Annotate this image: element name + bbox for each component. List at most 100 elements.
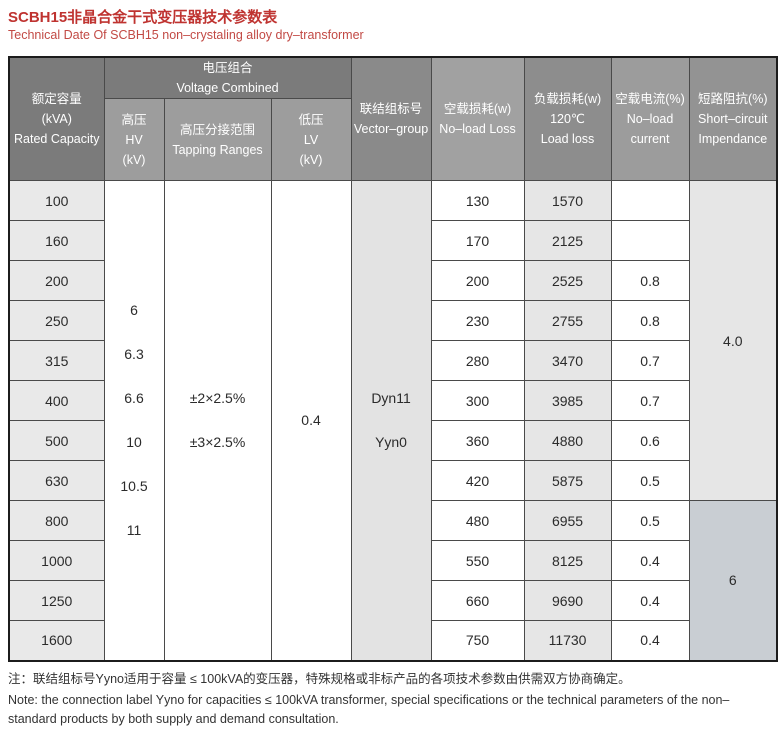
table-row: 1000 550 8125 0.4 bbox=[8, 540, 777, 581]
table-row: 1600 750 11730 0.4 bbox=[8, 620, 777, 661]
hv-value: 10 bbox=[126, 434, 142, 451]
capacity-cell: 1250 bbox=[8, 580, 105, 621]
no-load-loss-cell: 360 bbox=[430, 420, 525, 461]
no-load-loss-cell: 170 bbox=[430, 220, 525, 261]
header-line: Voltage Combined bbox=[176, 81, 279, 95]
table-row: 500 360 4880 0.6 bbox=[8, 420, 777, 461]
no-load-current-cell: 0.7 bbox=[610, 340, 690, 381]
table-row: 250 230 2755 0.8 bbox=[8, 300, 777, 341]
no-load-loss-cell: 130 bbox=[430, 180, 525, 221]
capacity-cell: 315 bbox=[8, 340, 105, 381]
table-row: 100 6 6.3 6.6 10 10.5 11 ±2×2.5% ±3×2.5%… bbox=[8, 180, 778, 661]
vector-group-cell: Dyn11 Yyn0 bbox=[350, 180, 432, 661]
header-hv: 高压 HV (kV) bbox=[103, 98, 165, 181]
header-line: current bbox=[630, 132, 670, 146]
load-loss-cell: 3985 bbox=[523, 380, 612, 421]
load-loss-cell: 2525 bbox=[523, 260, 612, 301]
no-load-current-cell bbox=[610, 180, 690, 221]
header-line: (kV) bbox=[122, 152, 146, 167]
capacity-cell: 160 bbox=[8, 220, 105, 261]
load-loss-cell: 4880 bbox=[523, 420, 612, 461]
no-load-current-cell: 0.5 bbox=[610, 500, 690, 541]
header-row-2: 高压 HV (kV) 高压分接范围 Tapping Ranges 低压 LV (… bbox=[9, 98, 777, 181]
no-load-current-cell: 0.4 bbox=[610, 580, 690, 621]
table-row: 200 200 2525 0.8 bbox=[8, 260, 777, 301]
header-rated-capacity: 额定容量 (kVA) Rated Capacity bbox=[8, 56, 105, 181]
page-title: SCBH15非晶合金干式变压器技术参数表 bbox=[8, 9, 278, 26]
header-vector-group: 联结组标号 Vector–group bbox=[350, 56, 432, 181]
table-row: 160 170 2125 bbox=[8, 220, 777, 261]
table-row: 315 280 3470 0.7 bbox=[8, 340, 777, 381]
transformer-parameters-table: 额定容量 (kVA) Rated Capacity 电压组合 Voltage C… bbox=[8, 56, 779, 662]
capacity-cell: 500 bbox=[8, 420, 105, 461]
tapping-ranges-cell: ±2×2.5% ±3×2.5% bbox=[163, 180, 272, 661]
capacity-cell: 400 bbox=[8, 380, 105, 421]
header-line: 120℃ bbox=[550, 112, 585, 126]
impedance-cell-high: 6 bbox=[688, 500, 778, 661]
header-line: Load loss bbox=[540, 132, 595, 146]
capacity-cell: 100 bbox=[8, 180, 105, 221]
capacity-cell: 800 bbox=[8, 500, 105, 541]
header-line: 额定容量 bbox=[31, 92, 82, 106]
header-line: Short–circuit bbox=[698, 112, 768, 126]
hv-value: 6.6 bbox=[124, 390, 144, 407]
load-loss-cell: 2125 bbox=[523, 220, 612, 261]
table-row: 800 480 6955 0.5 6 bbox=[8, 500, 778, 661]
capacity-cell: 630 bbox=[8, 460, 105, 501]
header-line: 短路阻抗(%) bbox=[698, 92, 768, 106]
no-load-current-cell: 0.5 bbox=[610, 460, 690, 501]
header-line: 高压分接范围 bbox=[179, 122, 255, 137]
tapping-range-value: ±3×2.5% bbox=[189, 434, 246, 451]
no-load-current-cell bbox=[610, 220, 690, 261]
header-line: No–load bbox=[626, 112, 674, 126]
no-load-loss-cell: 420 bbox=[430, 460, 525, 501]
no-load-loss-cell: 550 bbox=[430, 540, 525, 581]
header-line: Tapping Ranges bbox=[172, 142, 263, 157]
header-lv: 低压 LV (kV) bbox=[270, 98, 352, 181]
header-load-loss: 负载损耗(w) 120℃ Load loss bbox=[523, 56, 612, 181]
hv-value: 6.3 bbox=[124, 346, 144, 363]
capacity-cell: 200 bbox=[8, 260, 105, 301]
load-loss-cell: 3470 bbox=[523, 340, 612, 381]
capacity-cell: 250 bbox=[8, 300, 105, 341]
header-line: (kV) bbox=[299, 152, 323, 167]
hv-value: 6 bbox=[130, 302, 138, 319]
no-load-current-cell: 0.4 bbox=[610, 540, 690, 581]
no-load-current-cell: 0.8 bbox=[610, 300, 690, 341]
footnotes: 注：联结组标号Yyno适用于容量 ≤ 100kVA的变压器，特殊规格或非标产品的… bbox=[8, 670, 772, 730]
header-tapping-ranges: 高压分接范围 Tapping Ranges bbox=[163, 98, 272, 181]
table-row: 630 420 5875 0.5 bbox=[8, 460, 777, 501]
hv-value: 10.5 bbox=[120, 478, 148, 495]
tapping-range-value: ±2×2.5% bbox=[189, 390, 246, 407]
no-load-loss-cell: 300 bbox=[430, 380, 525, 421]
no-load-current-cell: 0.4 bbox=[610, 620, 690, 661]
header-short-circuit-impedance: 短路阻抗(%) Short–circuit Impendance bbox=[688, 56, 778, 181]
table-row: 400 300 3985 0.7 bbox=[8, 380, 777, 421]
no-load-loss-cell: 200 bbox=[430, 260, 525, 301]
header-line: LV bbox=[303, 132, 319, 147]
header-line: 电压组合 bbox=[202, 61, 253, 75]
no-load-loss-cell: 480 bbox=[430, 500, 525, 541]
header-no-load-current: 空载电流(%) No–load current bbox=[610, 56, 690, 181]
header-line: 低压 bbox=[298, 112, 324, 127]
header-line: 空载电流(%) bbox=[615, 92, 685, 106]
load-loss-cell: 8125 bbox=[523, 540, 612, 581]
no-load-loss-cell: 750 bbox=[430, 620, 525, 661]
load-loss-cell: 1570 bbox=[523, 180, 612, 221]
capacity-cell: 1000 bbox=[8, 540, 105, 581]
load-loss-cell: 11730 bbox=[523, 620, 612, 661]
load-loss-cell: 2755 bbox=[523, 300, 612, 341]
capacity-cell: 1600 bbox=[8, 620, 105, 661]
header-voltage-combined: 电压组合 Voltage Combined bbox=[103, 56, 352, 99]
header-line: 联结组标号 bbox=[359, 102, 423, 116]
no-load-current-cell: 0.8 bbox=[610, 260, 690, 301]
no-load-loss-cell: 280 bbox=[430, 340, 525, 381]
footnote-en: Note: the connection label Yyno for capa… bbox=[8, 692, 730, 727]
vector-group-value: Dyn11 bbox=[371, 390, 411, 407]
header-line: 空载损耗(w) bbox=[443, 102, 512, 116]
no-load-current-cell: 0.7 bbox=[610, 380, 690, 421]
header-line: (kVA) bbox=[41, 112, 72, 126]
page-subtitle: Technical Date Of SCBH15 non–crystaling … bbox=[8, 28, 364, 42]
load-loss-cell: 5875 bbox=[523, 460, 612, 501]
header-line: No–load Loss bbox=[439, 122, 516, 136]
